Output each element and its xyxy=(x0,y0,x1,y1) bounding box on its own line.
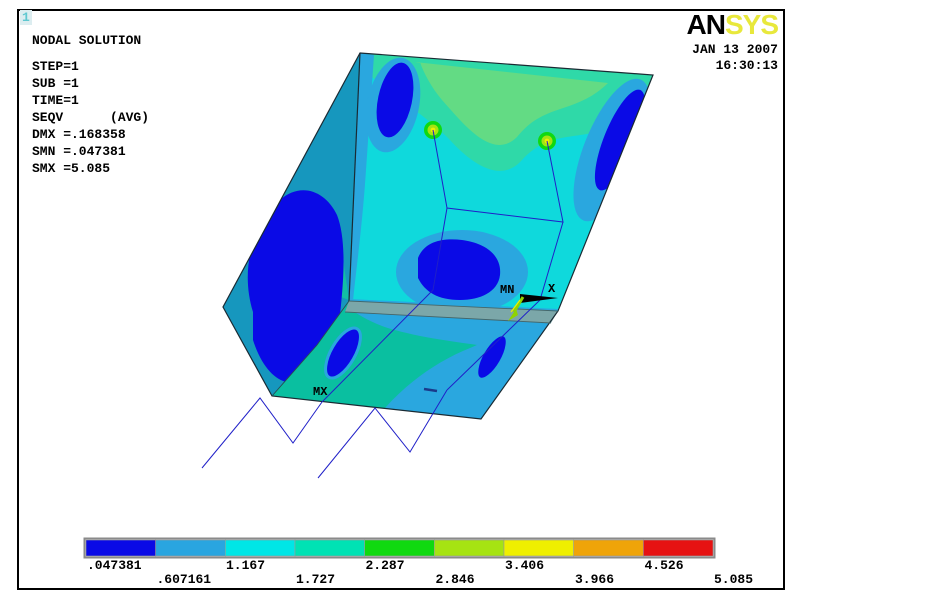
triad-y-accent xyxy=(510,299,521,313)
plot-window-number: 1 xyxy=(20,10,32,25)
min-node-label: MN xyxy=(500,283,514,297)
legend-value: 4.526 xyxy=(645,558,684,573)
silhouette-edges xyxy=(222,52,654,420)
model-left-face xyxy=(223,53,360,396)
contour-blob-navy xyxy=(247,190,344,383)
annotation-line-smn: SMN =.047381 xyxy=(32,144,126,159)
legend-segment xyxy=(643,539,714,557)
contour-legend: .047381 1.167 2.287 3.406 4.526 .607161 … xyxy=(83,537,753,587)
triad-y-arrow xyxy=(512,296,525,313)
plot-timestamp: JAN 13 2007 16:30:13 xyxy=(558,42,778,74)
ansys-logo-black: AN xyxy=(686,9,726,40)
plot-time: 16:30:13 xyxy=(715,58,778,73)
max-node-label: MX xyxy=(313,385,328,399)
legend-segment xyxy=(225,539,296,557)
annotation-title: NODAL SOLUTION xyxy=(32,33,142,48)
annotation-line-dmx: DMX =.168358 xyxy=(32,127,126,142)
fea-model[interactable]: MN MX X xyxy=(201,52,666,479)
vertical-edge xyxy=(348,52,361,302)
legend-segment xyxy=(85,539,156,557)
legend-value: 5.085 xyxy=(714,572,753,587)
legend-value: 3.406 xyxy=(505,558,544,573)
outline-edge xyxy=(222,52,654,420)
contour-blob-navy xyxy=(418,239,501,300)
triad-y-arrowhead xyxy=(508,309,518,321)
ansys-logo: ANSYS xyxy=(558,9,779,40)
wireframe-line-left xyxy=(321,207,448,403)
contour-blob-navy xyxy=(376,62,414,138)
annotation-line-smx: SMX =5.085 xyxy=(32,161,111,176)
contour-blob-navy xyxy=(324,326,362,380)
spring-symbol-left xyxy=(201,397,323,469)
annotation-line-sub: SUB =1 xyxy=(32,76,79,91)
model-step-face xyxy=(345,301,558,323)
contour-band-green xyxy=(415,62,608,145)
annotation-lines: STEP=1 SUB =1 TIME=1 SEQV (AVG) DMX =.16… xyxy=(32,58,149,177)
spring-symbol-right xyxy=(317,389,448,479)
legend-segment xyxy=(503,539,574,557)
legend-outline xyxy=(83,537,716,559)
results-annotation: NODAL SOLUTION STEP=1 SUB =1 TIME=1 SEQV… xyxy=(32,33,149,176)
legend-value: 3.966 xyxy=(575,572,614,587)
legend-segment xyxy=(155,539,226,557)
legend-segment xyxy=(364,539,435,557)
triad-x-label: X xyxy=(548,282,556,296)
legend-value: 1.167 xyxy=(226,558,265,573)
annotation-line-seqv: SEQV (AVG) xyxy=(32,110,150,125)
contour-blob-navy xyxy=(475,333,509,381)
legend-segment xyxy=(294,539,365,557)
wrap-edge xyxy=(271,300,350,397)
plot-area-border xyxy=(17,9,785,590)
legend-value: 2.287 xyxy=(366,558,405,573)
step-edges xyxy=(344,300,559,324)
ansys-logo-yellow: SYS xyxy=(724,9,779,40)
spring-symbols xyxy=(201,389,448,479)
legend-value: .607161 xyxy=(157,572,212,587)
legend-value: .047381 xyxy=(87,558,142,573)
annotation-line-time: TIME=1 xyxy=(32,93,79,108)
surface-mark xyxy=(423,387,438,393)
contour-blob-navy xyxy=(594,89,646,191)
plot-date: JAN 13 2007 xyxy=(692,42,778,57)
legend-segment xyxy=(434,539,505,557)
coordinate-triad: X xyxy=(508,282,558,321)
wireframe-load-frame xyxy=(432,129,564,223)
annotation-line-step: STEP=1 xyxy=(32,59,79,74)
legend-value: 1.727 xyxy=(296,572,335,587)
model-top-face xyxy=(349,53,653,311)
legend-segment xyxy=(573,539,644,557)
triad-x-arrow xyxy=(520,294,558,303)
legend-value: 2.846 xyxy=(436,572,475,587)
